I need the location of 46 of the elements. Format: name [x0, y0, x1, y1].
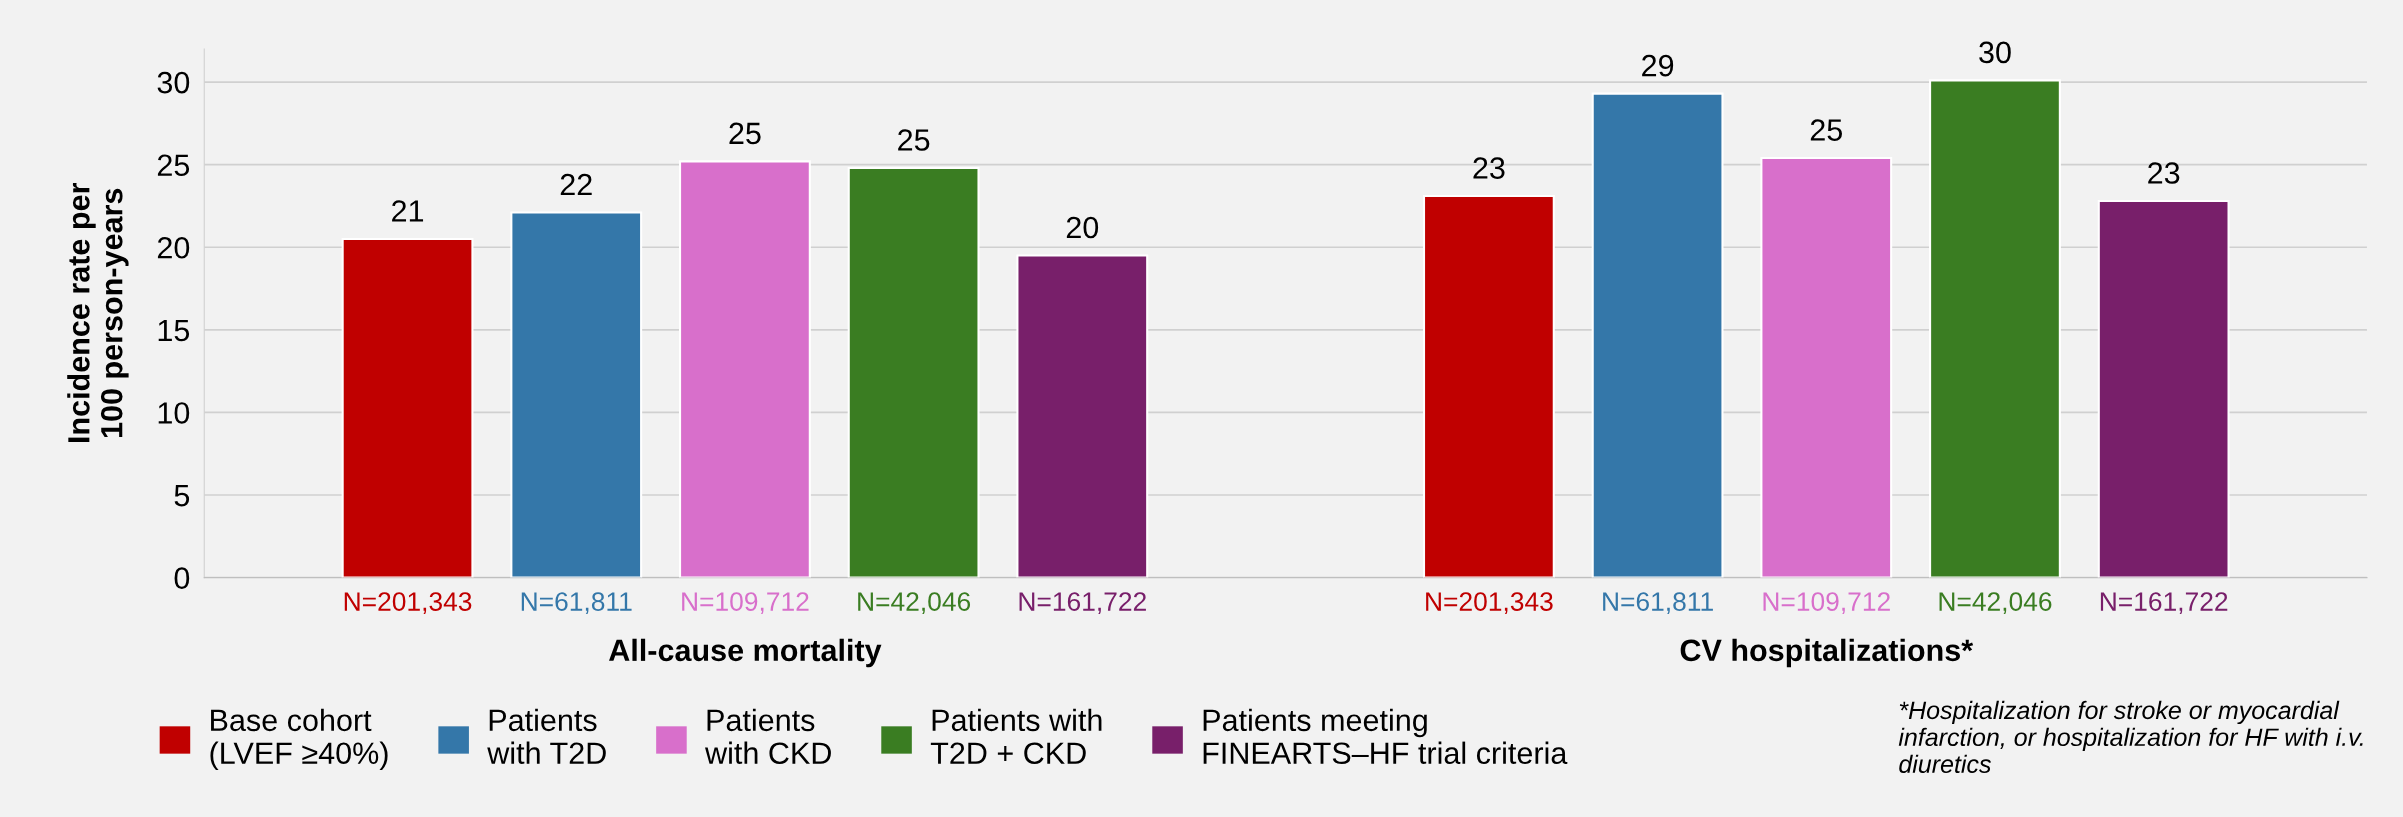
legend-label: Patients with CKD	[705, 708, 831, 765]
y-tick-label: 10	[158, 402, 190, 424]
bar	[1929, 79, 2061, 578]
text: N=161,722	[1019, 592, 1146, 615]
text: N=61,811	[1603, 592, 1713, 615]
bar	[341, 237, 474, 578]
data-label: 25	[898, 129, 930, 151]
y-tick-label: 15	[158, 319, 190, 342]
text: N=61,811	[521, 592, 632, 615]
legend-label: Patients with T2D + CKD	[930, 708, 1102, 765]
bar	[1591, 92, 1724, 578]
text: N=201,343	[344, 592, 472, 615]
data-label: 21	[392, 200, 424, 222]
text: N=201,343	[1426, 592, 1553, 615]
text: *Hospitalization for stroke or myocardial infarction, or hospitalization for HF with i.v. diuretics	[1898, 700, 2363, 774]
x-tick-label: CV hospitalizations*	[1680, 638, 1974, 668]
text: N=109,712	[682, 592, 809, 615]
data-label: 23	[1473, 157, 1505, 179]
y-tick-label: 5	[174, 485, 190, 507]
data-label: 29	[1642, 54, 1674, 77]
bar	[847, 166, 980, 578]
bar	[2097, 199, 2230, 578]
data-label: 30	[1979, 41, 2011, 64]
bar	[1016, 254, 1149, 578]
legend-label: Patients with T2D	[487, 708, 606, 764]
y-tick-label: 0	[174, 567, 190, 589]
data-label: 20	[1066, 216, 1099, 239]
data-label: 22	[560, 173, 592, 196]
text: N=161,722	[2100, 592, 2228, 615]
legend-label: Patients meeting FINEARTS–HF trial criteria	[1203, 708, 1568, 765]
y-axis-title: Incidence rate per 100 person-years	[67, 183, 129, 443]
y-tick-label: 25	[157, 154, 190, 177]
text: N=109,712	[1763, 592, 1890, 615]
data-label: 23	[2148, 162, 2180, 184]
bar	[679, 160, 811, 578]
data-label: 25	[1810, 119, 1842, 141]
y-tick-label: 20	[157, 236, 190, 259]
text: N=42,046	[858, 592, 971, 615]
bar	[1760, 157, 1893, 578]
bar	[510, 211, 643, 578]
x-tick-label: All-cause mortality	[609, 638, 882, 668]
y-tick-label: 30	[157, 71, 190, 94]
data-label: 25	[729, 122, 761, 145]
legend-label: Base cohort (LVEF ≥40%)	[210, 708, 388, 771]
text: N=42,046	[1939, 592, 2052, 615]
bar	[1422, 195, 1555, 578]
